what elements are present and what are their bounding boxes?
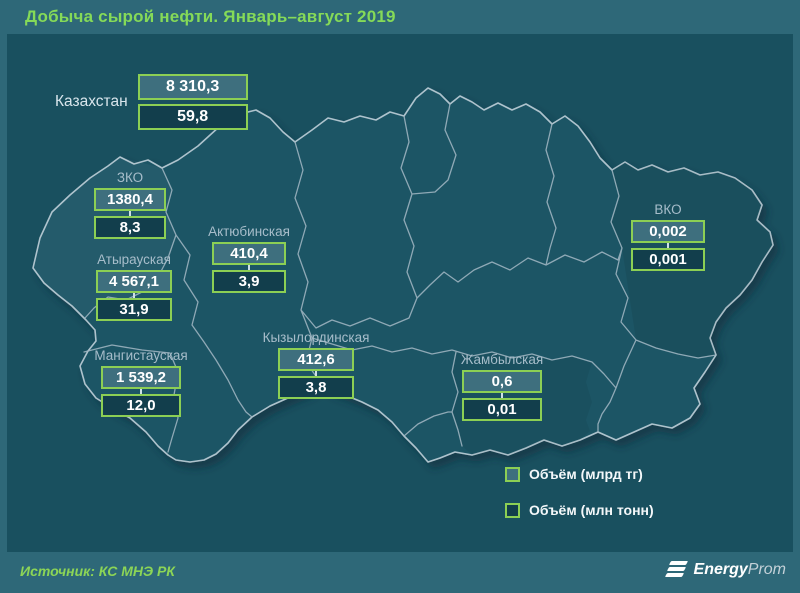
region-callout-atyrau: Атырауская 4 567,1 31,9	[96, 252, 172, 321]
legend-item-money: Объём (млрд тг)	[505, 466, 654, 482]
region-callout-vko: ВКО 0,002 0,001	[631, 202, 705, 271]
region-callout-zko: ЗКО 1380,4 8,3	[94, 170, 166, 239]
region-value-money: 412,6	[278, 348, 354, 371]
region-label: ВКО	[654, 202, 682, 217]
region-label: Атырауская	[97, 252, 171, 267]
region-label: Кызылординская	[262, 330, 370, 345]
country-value-tons: 59,8	[137, 104, 248, 130]
callout-connector	[501, 393, 503, 398]
region-callout-aktobe: Актюбинская 410,4 3,9	[208, 224, 290, 293]
source-text: Источник: КС МНЭ РК	[20, 563, 175, 579]
logo-text-bold: Energy	[693, 561, 748, 578]
region-value-tons: 12,0	[101, 394, 181, 417]
callout-connector	[129, 211, 131, 216]
region-callout-zhambyl: Жамбылская 0,6 0,01	[460, 352, 544, 421]
region-value-money: 410,4	[212, 242, 286, 265]
legend: Объём (млрд тг) Объём (млн тонн)	[505, 466, 654, 518]
region-label: Мангистауская	[94, 348, 188, 363]
region-value-money: 0,6	[462, 370, 542, 393]
energyprom-logo: EnergyProm	[664, 561, 786, 579]
country-label: Казахстан	[55, 93, 128, 110]
legend-swatch-money	[505, 466, 520, 482]
region-callout-kyzylorda: Кызылординская 412,6 3,8	[263, 330, 369, 399]
country-callout: Казахстан 8 310,3 59,8	[55, 74, 248, 130]
region-callout-mangystau: Мангистауская 1 539,2 12,0	[94, 348, 188, 417]
footer-bar: Источник: КС МНЭ РК EnergyProm	[0, 552, 800, 593]
region-value-money: 4 567,1	[96, 270, 172, 293]
legend-item-tons: Объём (млн тонн)	[505, 502, 654, 518]
energyprom-logo-icon	[664, 561, 688, 579]
legend-swatch-tons	[505, 502, 520, 518]
region-value-money: 0,002	[631, 220, 705, 243]
region-value-tons: 3,9	[212, 270, 286, 293]
region-value-money: 1380,4	[94, 188, 166, 211]
logo-text-light: Prom	[747, 561, 786, 578]
callout-connector	[315, 371, 317, 376]
callout-connector	[248, 265, 250, 270]
country-value-money: 8 310,3	[137, 74, 248, 100]
region-value-money: 1 539,2	[101, 366, 181, 389]
legend-label: Объём (млрд тг)	[529, 466, 643, 482]
region-value-tons: 0,01	[462, 398, 542, 421]
region-value-tons: 0,001	[631, 248, 705, 271]
region-value-tons: 3,8	[278, 376, 354, 399]
region-label: Актюбинская	[208, 224, 290, 239]
page-title: Добыча сырой нефти. Январь–август 2019	[25, 7, 396, 26]
region-label: Жамбылская	[460, 352, 544, 367]
legend-label: Объём (млн тонн)	[529, 502, 654, 518]
callout-connector	[140, 389, 142, 394]
region-value-tons: 8,3	[94, 216, 166, 239]
callout-connector	[667, 243, 669, 248]
callout-connector	[133, 293, 135, 298]
region-label: ЗКО	[116, 170, 144, 185]
title-bar: Добыча сырой нефти. Январь–август 2019	[0, 0, 800, 34]
region-value-tons: 31,9	[96, 298, 172, 321]
